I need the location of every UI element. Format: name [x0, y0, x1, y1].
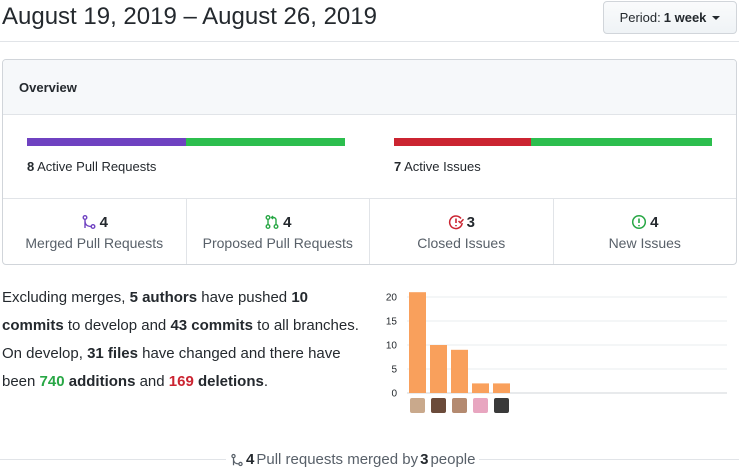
period-label: Period:	[619, 10, 661, 25]
y-tick-label: 5	[391, 365, 397, 376]
stat-label: Closed Issues	[417, 235, 506, 251]
contributor-avatar[interactable]	[473, 398, 488, 413]
commit-bar[interactable]	[472, 383, 489, 393]
stat-count: 4	[99, 213, 108, 231]
commit-bar[interactable]	[430, 345, 447, 393]
bar-segment	[394, 138, 531, 146]
summary-text: and	[135, 373, 169, 390]
contributor-avatar[interactable]	[494, 398, 509, 413]
commit-bar[interactable]	[493, 383, 510, 393]
overview-bars: 8 Active Pull Requests 7 Active Issues	[3, 115, 736, 199]
authors-count: 5 authors	[129, 289, 198, 306]
summary-text: .	[263, 373, 269, 390]
active-issues-link[interactable]: 7 Active Issues	[394, 159, 481, 174]
active-pull-requests-count: 8	[27, 159, 35, 174]
stat-count: 4	[283, 213, 292, 231]
stat-count: 4	[650, 213, 659, 231]
footer-summary: 4 Pull requests merged by 3 people	[0, 450, 739, 471]
people-count: 3	[420, 451, 429, 468]
footer-text-2: people	[430, 451, 476, 468]
commit-summary: Excluding merges, 5 authors have pushed …	[2, 284, 364, 396]
active-pull-requests-bar[interactable]	[27, 138, 345, 146]
overview-stats: 4 Merged Pull Requests 4 Proposed Pull R…	[3, 199, 737, 264]
summary-text: have pushed	[197, 289, 292, 306]
stat-closed-issues[interactable]: 3 Closed Issues	[370, 199, 554, 264]
stat-proposed-pull-requests[interactable]: 4 Proposed Pull Requests	[187, 199, 370, 264]
y-tick-label: 10	[386, 341, 398, 352]
pull-requests-merged-summary: 4 Pull requests merged by 3 people	[226, 451, 480, 468]
active-issues-label: Active Issues	[404, 159, 481, 174]
commit-bar[interactable]	[451, 349, 468, 393]
active-pull-requests-link[interactable]: 8 Active Pull Requests	[27, 159, 156, 174]
develop-commits-count: 10 commits	[2, 289, 309, 334]
git-merge-icon	[82, 215, 96, 229]
stat-label: Proposed Pull Requests	[202, 235, 353, 251]
summary-text: have changed and there have been	[2, 345, 341, 390]
footer-text-1: Pull requests merged by	[256, 451, 419, 468]
commit-bar-chart: 20 15 10 5 0	[386, 292, 727, 413]
active-issues-bar[interactable]	[394, 138, 712, 146]
bar-segment	[186, 138, 345, 146]
all-commits-count: 43 commits	[170, 317, 253, 334]
period-value: 1 week	[663, 10, 707, 25]
stat-label: Merged Pull Requests	[25, 235, 164, 251]
page-header: August 19, 2019 – August 26, 2019 Period…	[0, 0, 739, 42]
deletions-label: deletions	[198, 373, 264, 390]
caret-down-icon	[712, 15, 721, 20]
page-title: August 19, 2019 – August 26, 2019	[2, 3, 377, 30]
git-merge-icon	[231, 453, 243, 466]
stat-count: 3	[466, 213, 475, 231]
merged-pr-count: 4	[246, 451, 255, 468]
y-tick-label: 0	[391, 389, 397, 400]
issue-closed-icon	[448, 215, 464, 230]
overview-panel: Overview 8 Active Pull Requests 7 Active…	[2, 59, 737, 265]
contributor-avatar[interactable]	[452, 398, 467, 413]
contributor-avatar[interactable]	[410, 398, 425, 413]
contributor-avatar[interactable]	[431, 398, 446, 413]
summary-text: to all branches. On develop,	[2, 317, 359, 362]
bar-segment	[27, 138, 186, 146]
bar-segment	[530, 138, 712, 146]
commit-bar[interactable]	[409, 292, 426, 393]
summary-text: Excluding merges,	[2, 289, 130, 306]
y-tick-label: 15	[386, 317, 398, 328]
summary-text: to develop and	[63, 317, 171, 334]
issue-opened-icon	[632, 214, 647, 230]
deletions-count: 169	[168, 373, 194, 390]
stat-label: New Issues	[608, 235, 681, 251]
git-pull-request-icon	[265, 215, 279, 229]
y-tick-label: 20	[386, 293, 398, 304]
stat-new-issues[interactable]: 4 New Issues	[554, 199, 737, 264]
contributors-commit-chart: 20 15 10 5 0	[385, 288, 735, 418]
additions-count: 740	[39, 373, 65, 390]
files-changed-count: 31 files	[87, 345, 138, 362]
period-dropdown-button[interactable]: Period: 1 week	[603, 1, 737, 34]
active-issues-count: 7	[394, 159, 402, 174]
overview-title: Overview	[19, 80, 77, 95]
stat-merged-pull-requests[interactable]: 4 Merged Pull Requests	[3, 199, 187, 264]
overview-header: Overview	[3, 60, 736, 115]
active-pull-requests-label: Active Pull Requests	[37, 159, 157, 174]
additions-label: additions	[68, 373, 136, 390]
